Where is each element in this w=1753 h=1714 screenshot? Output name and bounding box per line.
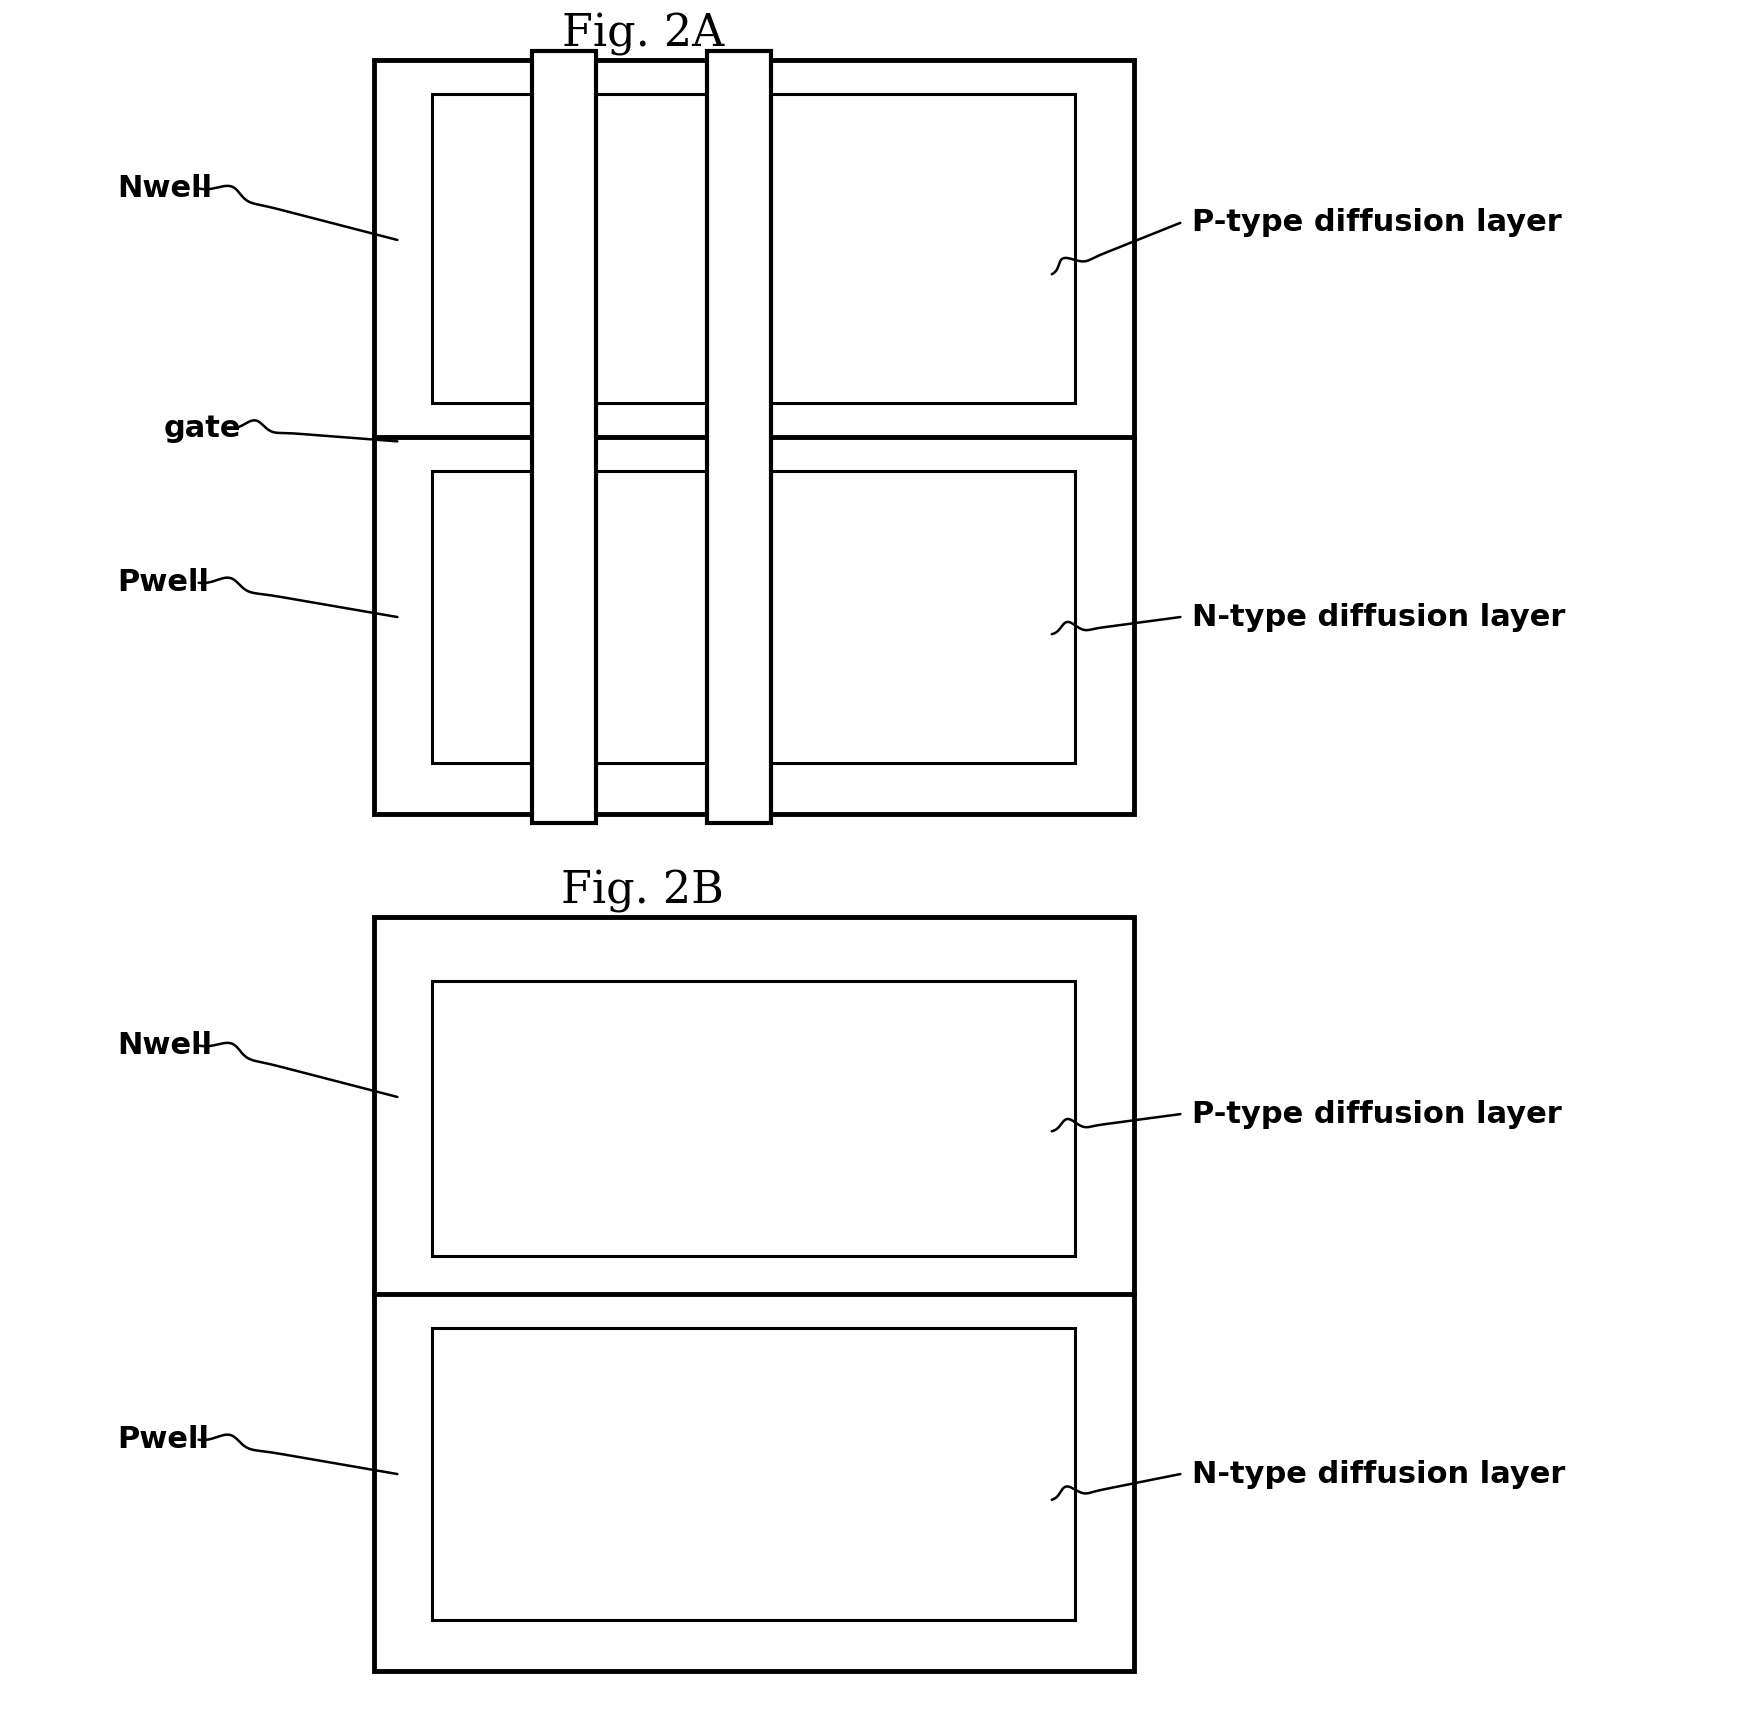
Text: Pwell: Pwell [117,569,209,596]
Bar [433,1328,1075,1620]
Bar [373,917,1134,1671]
Bar [531,51,596,823]
Text: Pwell: Pwell [117,1426,209,1453]
Text: Fig. 2B: Fig. 2B [561,869,724,914]
Text: P-type diffusion layer: P-type diffusion layer [1192,1100,1562,1128]
Text: Nwell: Nwell [117,1032,212,1059]
Bar [433,471,1075,763]
Bar [706,51,771,823]
Bar [433,94,1075,403]
Text: Fig. 2A: Fig. 2A [561,12,724,57]
Text: P-type diffusion layer: P-type diffusion layer [1192,209,1562,237]
Bar [373,60,1134,814]
Text: N-type diffusion layer: N-type diffusion layer [1192,603,1565,631]
Text: Nwell: Nwell [117,175,212,202]
Text: N-type diffusion layer: N-type diffusion layer [1192,1460,1565,1488]
Bar [433,980,1075,1255]
Text: gate: gate [163,415,242,442]
